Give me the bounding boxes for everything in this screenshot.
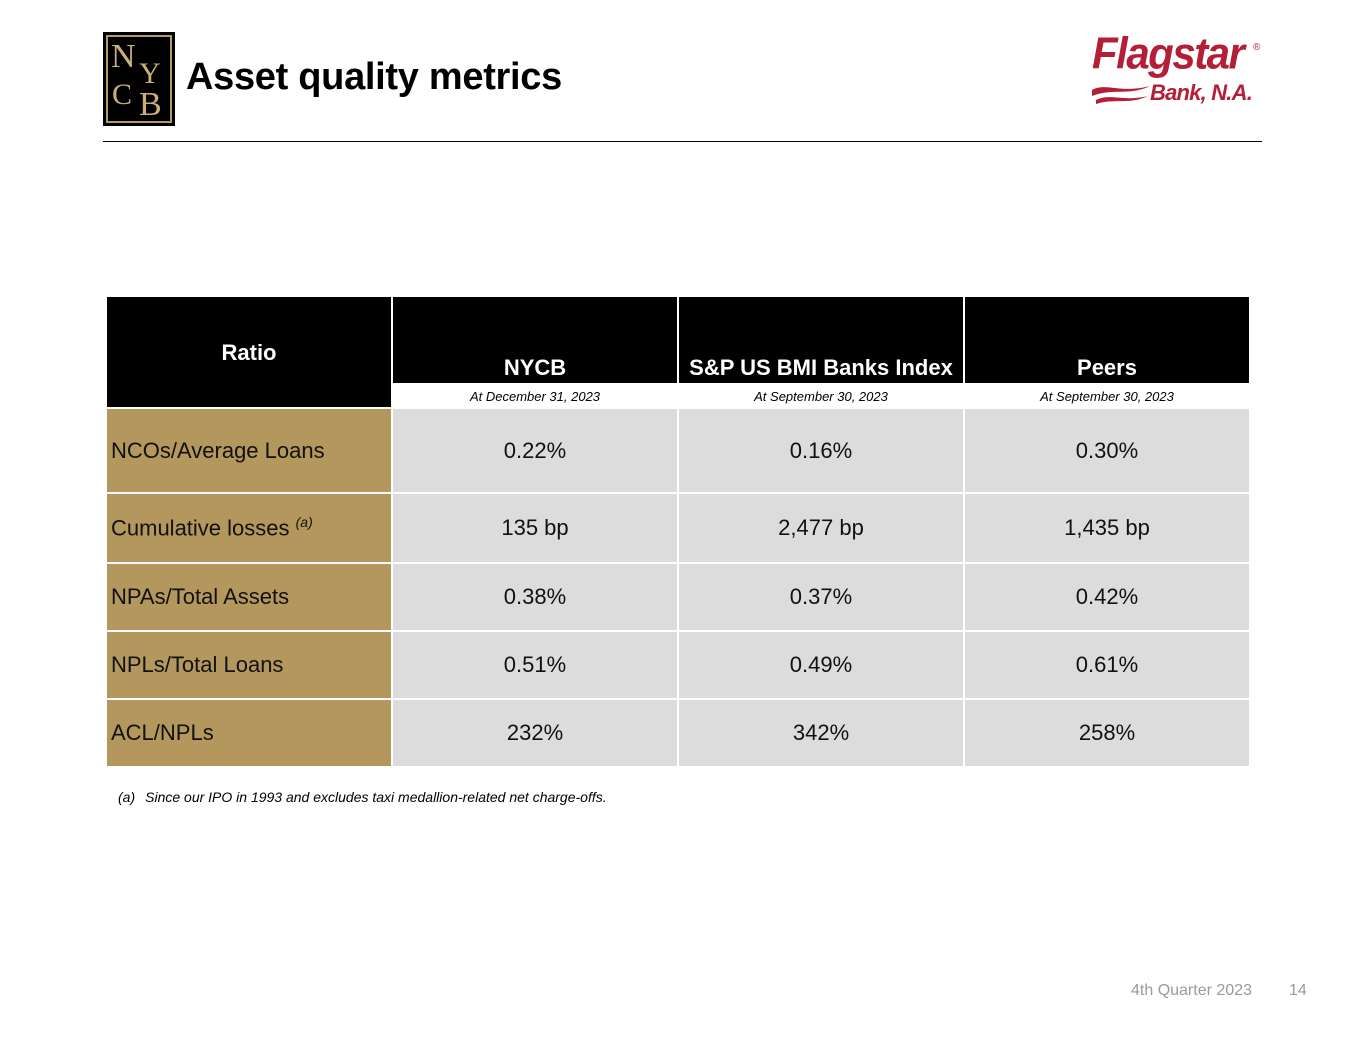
logo-letter-y: Y	[139, 57, 161, 90]
table-row: NPLs/Total Loans 0.51% 0.49% 0.61%	[105, 630, 1251, 700]
table-row: NCOs/Average Loans 0.22% 0.16% 0.30%	[105, 407, 1251, 494]
flag-swoosh-icon	[1092, 86, 1150, 104]
row-label: ACL/NPLs	[105, 698, 393, 768]
value-sp-index: 0.49%	[677, 630, 965, 700]
value-peers: 1,435 bp	[963, 492, 1251, 564]
footnote-marker: (a)	[118, 789, 136, 805]
row-label: NCOs/Average Loans	[105, 407, 393, 494]
table-row: NPAs/Total Assets 0.38% 0.37% 0.42%	[105, 562, 1251, 632]
value-peers: 0.42%	[963, 562, 1251, 632]
footnote-text: Since our IPO in 1993 and excludes taxi …	[145, 789, 607, 805]
flagstar-logo-name: Flagstar	[1092, 28, 1245, 79]
value-peers: 0.30%	[963, 407, 1251, 494]
value-nycb: 0.22%	[391, 407, 679, 494]
table-row: Cumulative losses (a) 135 bp 2,477 bp 1,…	[105, 492, 1251, 564]
footnote-reference: (a)	[295, 514, 313, 531]
value-sp-index: 0.37%	[677, 562, 965, 632]
nycb-logo: N Y C B	[103, 32, 175, 126]
column-date-nycb: At December 31, 2023	[391, 383, 679, 409]
column-header-peers: Peers	[963, 295, 1251, 385]
value-nycb: 232%	[391, 698, 679, 768]
logo-letter-b: B	[139, 86, 162, 123]
footer-quarter: 4th Quarter 2023	[1131, 982, 1252, 999]
value-nycb: 0.51%	[391, 630, 679, 700]
value-peers: 258%	[963, 698, 1251, 768]
column-header-nycb: NYCB	[391, 295, 679, 385]
flagstar-logo-subtitle: Bank, N.A.	[1150, 80, 1253, 105]
row-label-cell: Cumulative losses (a)	[105, 492, 393, 564]
value-sp-index: 2,477 bp	[677, 492, 965, 564]
asset-quality-table: Ratio NYCB S&P US BMI Banks Index Peers …	[105, 295, 1251, 768]
value-peers: 0.61%	[963, 630, 1251, 700]
column-date-sp-index: At September 30, 2023	[677, 383, 965, 409]
column-header-sp-index: S&P US BMI Banks Index	[677, 295, 965, 385]
page-title: Asset quality metrics	[186, 56, 562, 98]
table-header-row: Ratio NYCB S&P US BMI Banks Index Peers	[105, 295, 1251, 409]
column-date-peers: At September 30, 2023	[963, 383, 1251, 409]
row-label: NPAs/Total Assets	[105, 562, 393, 632]
row-label: NPLs/Total Loans	[105, 630, 393, 700]
value-nycb: 0.38%	[391, 562, 679, 632]
flagstar-logo: Flagstar ® Bank, N.A.	[1088, 28, 1268, 110]
table-row: ACL/NPLs 232% 342% 258%	[105, 698, 1251, 768]
value-nycb: 135 bp	[391, 492, 679, 564]
header-divider	[103, 141, 1262, 142]
column-header-ratio: Ratio	[105, 295, 393, 409]
row-label: Cumulative losses	[111, 515, 290, 541]
page-number: 14	[1289, 982, 1307, 999]
registered-mark: ®	[1253, 42, 1261, 53]
value-sp-index: 342%	[677, 698, 965, 768]
logo-letter-c: C	[112, 78, 133, 111]
value-sp-index: 0.16%	[677, 407, 965, 494]
table-date-row: At December 31, 2023 At September 30, 20…	[106, 383, 1251, 409]
logo-letter-n: N	[111, 38, 136, 75]
footnote: (a) Since our IPO in 1993 and excludes ta…	[118, 789, 607, 805]
